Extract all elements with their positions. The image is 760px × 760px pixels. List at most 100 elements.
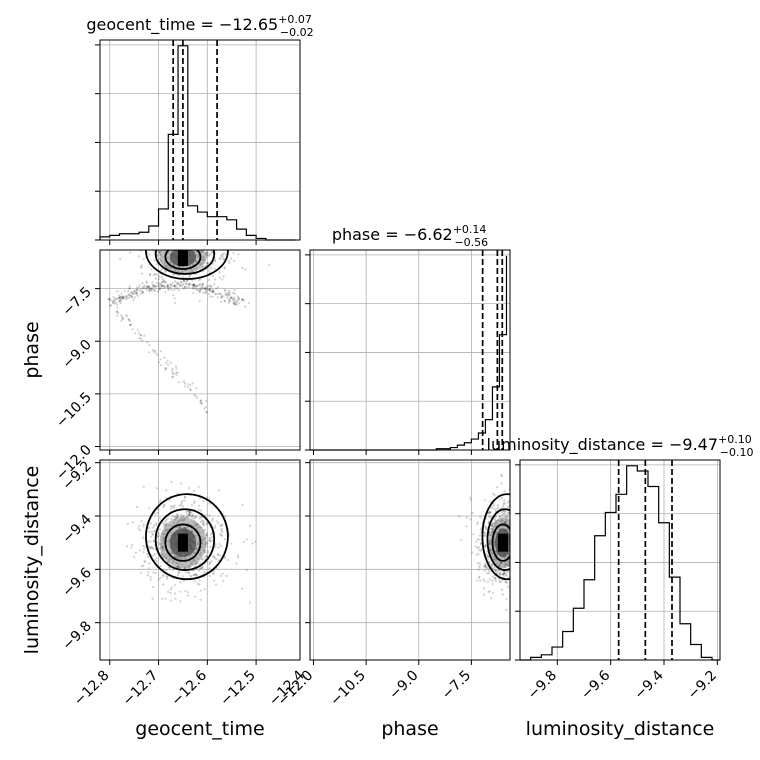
sample-point — [168, 499, 171, 502]
sample-point — [175, 367, 178, 370]
sample-point — [515, 537, 517, 539]
sample-point — [515, 540, 517, 542]
sample-point — [148, 530, 151, 534]
sample-point — [495, 569, 498, 572]
sample-point — [148, 547, 151, 550]
sample-point — [204, 528, 207, 531]
sample-point — [193, 393, 196, 397]
sample-point — [128, 228, 130, 230]
sample-point — [147, 286, 150, 289]
sample-point — [242, 298, 245, 301]
sample-point — [211, 289, 214, 292]
sample-point — [217, 559, 220, 562]
sample-point — [230, 235, 232, 237]
scatter-points — [126, 480, 257, 604]
sample-point — [142, 525, 145, 528]
sample-point — [161, 281, 164, 284]
sample-point — [486, 555, 490, 558]
sample-point — [194, 574, 197, 577]
sample-point — [140, 236, 142, 238]
sample-point — [496, 506, 499, 509]
sample-point — [158, 517, 161, 520]
sample-point — [197, 508, 200, 511]
sample-point — [161, 277, 164, 281]
sample-point — [494, 569, 497, 572]
sample-point — [141, 339, 144, 342]
sample-point — [534, 564, 536, 566]
sample-point — [130, 543, 134, 547]
sample-point — [177, 236, 179, 238]
sample-point — [486, 581, 489, 584]
sample-point — [212, 570, 215, 573]
sample-point — [483, 534, 486, 537]
sample-point — [160, 237, 162, 239]
sample-point — [471, 551, 474, 554]
sample-point — [228, 300, 232, 303]
sample-point — [532, 555, 534, 557]
sample-point — [500, 473, 503, 476]
sample-point — [185, 247, 187, 249]
sample-point — [514, 522, 516, 524]
sample-point — [195, 387, 198, 390]
density-peak — [177, 533, 188, 552]
sample-point — [511, 553, 513, 555]
sample-point — [139, 266, 142, 269]
sample-point — [230, 296, 233, 299]
sample-point — [121, 296, 124, 299]
sample-point — [514, 529, 516, 531]
sample-point — [159, 350, 162, 353]
sample-point — [511, 544, 513, 546]
sample-point — [237, 296, 240, 299]
sample-point — [513, 557, 515, 559]
sample-point — [129, 323, 132, 326]
y-tick-label: −10.5 — [53, 389, 95, 431]
sample-point — [490, 523, 493, 526]
sample-point — [153, 284, 156, 287]
sample-point — [514, 563, 516, 565]
sample-point — [536, 544, 538, 546]
sample-point — [127, 318, 130, 321]
x-tick-label: −9.4 — [631, 667, 666, 702]
sample-point — [521, 552, 523, 554]
sample-point — [155, 281, 158, 284]
sample-point — [173, 280, 176, 283]
sample-point — [191, 286, 194, 289]
sample-point — [514, 582, 516, 584]
sample-point — [494, 569, 497, 572]
sample-point — [186, 513, 189, 516]
sample-point — [143, 548, 146, 551]
sample-point — [491, 563, 494, 566]
sample-point — [532, 548, 534, 550]
sample-point — [512, 573, 514, 575]
sample-point — [169, 283, 172, 287]
sample-point — [173, 284, 176, 287]
sample-point — [186, 247, 188, 249]
sample-point — [181, 284, 184, 287]
sample-point — [207, 288, 211, 291]
sample-point — [172, 372, 175, 375]
sample-point — [515, 554, 517, 556]
sample-point — [512, 521, 514, 523]
sample-point — [128, 285, 131, 288]
sample-point — [514, 559, 516, 561]
sample-point — [221, 252, 224, 255]
hist-line-phase — [310, 255, 508, 451]
sample-point — [184, 495, 187, 499]
sample-point — [201, 519, 204, 522]
sample-point — [164, 520, 167, 523]
sample-point — [514, 531, 516, 533]
sample-point — [191, 283, 194, 286]
sample-point — [199, 399, 202, 402]
y-tick-label: −9.0 — [59, 337, 94, 372]
sample-point — [218, 276, 221, 279]
sample-point — [172, 568, 175, 571]
sample-point — [107, 297, 110, 300]
sample-point — [525, 495, 527, 497]
sample-point — [176, 286, 179, 290]
sample-point — [227, 291, 230, 295]
sample-point — [178, 504, 181, 507]
sample-point — [213, 556, 217, 560]
sample-point — [517, 539, 519, 541]
x-tick-label: −9.6 — [578, 667, 613, 702]
